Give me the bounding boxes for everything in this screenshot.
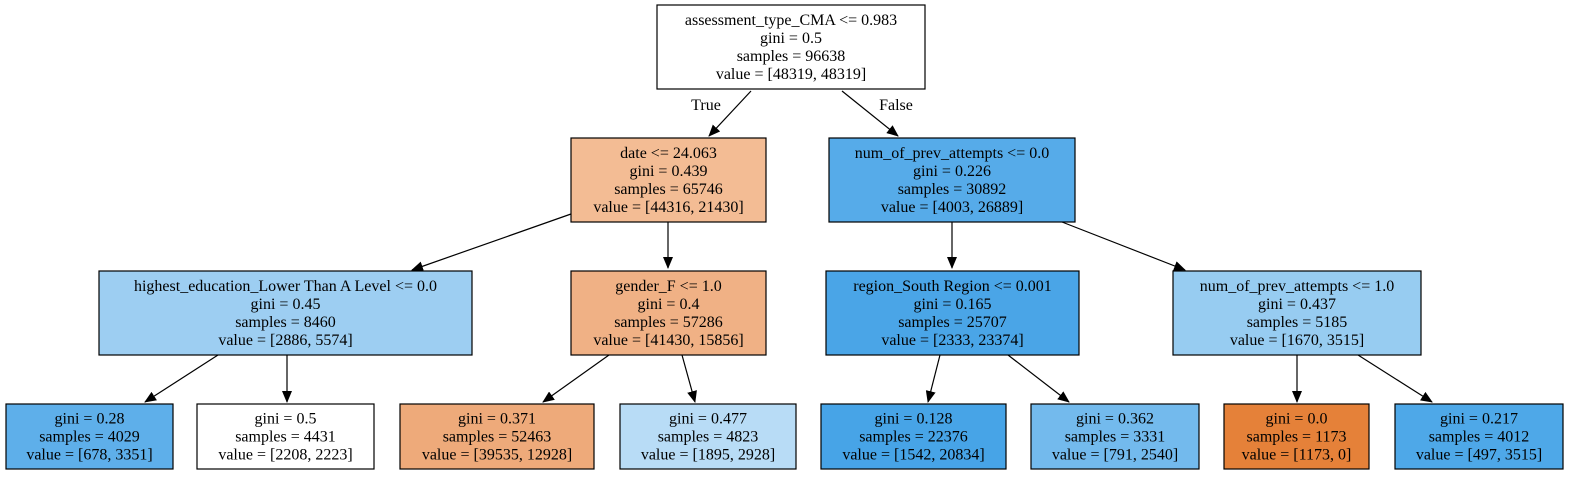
tree-edges [144,90,1433,403]
node-line: gini = 0.371 [458,411,536,428]
node-box [570,270,767,356]
node-line: value = [1173, 0] [1242,447,1352,464]
node-line: value = [2333, 23374] [881,332,1023,349]
node-line: gini = 0.5 [760,30,822,47]
node-line: value = [1895, 2928] [641,447,775,464]
node-line: region_South Region <= 0.001 [853,278,1051,295]
edge-n2-to-n6 [1061,221,1186,271]
node-line: num_of_prev_attempts <= 0.0 [855,145,1049,162]
node-line: samples = 8460 [235,314,336,331]
edge-label-true: True [691,97,721,114]
node-line: value = [44316, 21430] [593,199,743,216]
node-box [570,137,767,223]
node-line: gini = 0.165 [914,296,992,313]
node-line: gini = 0.226 [913,163,991,180]
node-line: value = [1670, 3515] [1230,332,1364,349]
node-box [5,403,174,470]
edge-n6-to-n14 [1357,354,1433,403]
node-line: samples = 52463 [443,429,552,446]
edge-label-false: False [879,97,913,114]
node-line: num_of_prev_attempts <= 1.0 [1200,278,1394,295]
node-line: value = [497, 3515] [1416,447,1542,464]
node-line: samples = 57286 [614,314,723,331]
node-line: gini = 0.437 [1258,296,1336,313]
node-line: samples = 4029 [39,429,140,446]
node-line: samples = 5185 [1247,314,1348,331]
node-box [656,4,926,90]
node-line: value = [39535, 12928] [422,447,572,464]
node-line: gender_F <= 1.0 [615,278,721,295]
node-line: gini = 0.28 [55,411,125,428]
node-line: gini = 0.5 [255,411,317,428]
node-line: samples = 4012 [1429,429,1530,446]
node-line: value = [48319, 48319] [716,66,866,83]
node-line: value = [1542, 20834] [842,447,984,464]
node-line: value = [2208, 2223] [218,447,352,464]
edge-n1-to-n3 [411,213,572,272]
node-box [98,270,473,356]
edge-n3-to-n7 [144,354,219,403]
node-box [1030,403,1200,470]
node-line: gini = 0.439 [630,163,708,180]
node-line: value = [4003, 26889] [881,199,1023,216]
node-line: value = [678, 3351] [26,447,152,464]
node-line: samples = 96638 [737,48,846,65]
node-line: samples = 25707 [898,314,1007,331]
node-line: samples = 1173 [1247,429,1347,446]
node-line: value = [41430, 15856] [593,332,743,349]
edge-n5-to-n12 [1007,354,1070,403]
node-box [1394,403,1564,470]
node-box [1223,403,1370,470]
node-line: gini = 0.45 [251,296,321,313]
node-line: samples = 3331 [1065,429,1166,446]
node-line: gini = 0.128 [875,411,953,428]
edge-root-to-n2 [841,90,899,137]
tree-node-n3: highest_education_Lower Than A Level <= … [98,270,473,356]
node-line: value = [791, 2540] [1052,447,1178,464]
node-line: gini = 0.362 [1076,411,1154,428]
node-box [196,403,375,470]
node-line: highest_education_Lower Than A Level <= … [134,278,437,295]
node-box [399,403,595,470]
node-line: gini = 0.0 [1266,411,1328,428]
node-line: value = [2886, 5574] [218,332,352,349]
edge-n5-to-n11 [925,354,941,403]
node-box [828,137,1076,223]
node-line: samples = 4431 [235,429,336,446]
edge-root-to-n1 [708,90,752,137]
node-box [820,403,1007,470]
node-line: date <= 24.063 [620,145,717,162]
node-line: gini = 0.217 [1440,411,1518,428]
edge-n4-to-n10 [681,354,697,403]
node-line: assessment_type_CMA <= 0.983 [685,12,897,29]
node-box [1172,270,1422,356]
node-line: gini = 0.4 [638,296,700,313]
node-line: samples = 65746 [614,181,723,198]
node-line: gini = 0.477 [669,411,747,428]
node-box [825,270,1080,356]
node-line: samples = 4823 [658,429,759,446]
node-line: samples = 30892 [898,181,1007,198]
node-box [619,403,797,470]
edge-n4-to-n9 [542,354,610,403]
node-line: samples = 22376 [859,429,968,446]
